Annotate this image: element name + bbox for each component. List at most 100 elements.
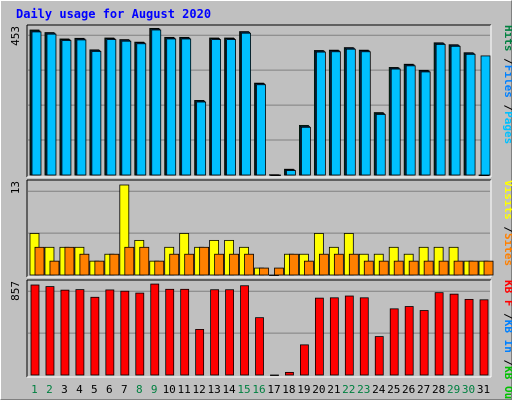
bar-kb-f-day-21 — [329, 297, 339, 376]
legend: Visits /Sites — [502, 180, 512, 266]
x-tick-label: 14 — [222, 383, 236, 396]
x-tick-label: 22 — [342, 383, 355, 396]
bar-sites-day-11 — [184, 253, 195, 276]
x-tick-label: 19 — [297, 383, 310, 396]
bar-kb-f-day-7 — [120, 290, 130, 376]
bar-kb-f-day-3 — [60, 289, 70, 376]
bar-kb-f-day-30 — [464, 298, 474, 376]
bar-kb-f-day-15 — [240, 285, 249, 376]
bar-kb-f-day-2 — [45, 286, 55, 376]
y-max-label: 453 — [9, 26, 22, 46]
bar-sites-day-22 — [348, 253, 359, 276]
y-max-label: 857 — [9, 281, 22, 301]
legend-item: Hits — [502, 25, 512, 58]
panel-visits-sites: 13 Visits /Sites — [9, 179, 512, 278]
bar-kb-f-day-14 — [225, 289, 234, 376]
bar-pages-day-8 — [136, 43, 147, 176]
bar-sites-day-8 — [139, 246, 150, 276]
legend-item: Visits — [502, 180, 512, 226]
bar-sites-day-30 — [468, 260, 479, 276]
x-tick-label: 18 — [282, 383, 295, 396]
bar-pages-day-31 — [480, 55, 491, 176]
legend-item: KB F — [502, 280, 512, 313]
x-tick-label: 24 — [372, 383, 386, 396]
bar-pages-day-29 — [450, 45, 461, 176]
bar-pages-day-17 — [271, 174, 281, 176]
x-tick-label: 12 — [193, 383, 206, 396]
x-tick-label: 9 — [151, 383, 158, 396]
bar-sites-day-27 — [423, 260, 434, 276]
x-tick-label: 3 — [61, 383, 68, 396]
bar-kb-f-day-10 — [165, 288, 175, 376]
bar-sites-day-6 — [109, 253, 120, 276]
bar-kb-f-day-26 — [404, 306, 414, 376]
legend-item: / — [502, 58, 512, 65]
bar-sites-day-23 — [363, 260, 374, 276]
bar-pages-day-6 — [106, 39, 117, 176]
bar-kb-f-day-11 — [180, 288, 190, 376]
bar-pages-day-28 — [435, 44, 446, 176]
bar-kb-f-day-20 — [314, 297, 324, 376]
legend-item: Pages — [502, 111, 512, 144]
x-tick-label: 28 — [432, 383, 445, 396]
bar-kb-f-day-25 — [389, 308, 399, 376]
legend-item: / — [502, 226, 512, 233]
bar-kb-f-day-13 — [210, 289, 220, 376]
bar-sites-day-25 — [393, 260, 404, 276]
bar-kb-f-day-17 — [270, 374, 279, 376]
legend: KB F /KB In /KB Out — [502, 280, 512, 400]
bar-pages-day-11 — [181, 38, 192, 176]
x-tick-label: 30 — [462, 383, 475, 396]
bar-sites-day-2 — [49, 260, 60, 276]
bar-sites-day-24 — [378, 260, 389, 276]
bar-pages-day-26 — [405, 65, 416, 176]
bar-sites-day-15 — [244, 253, 254, 276]
bar-sites-day-5 — [94, 260, 105, 276]
bar-kb-f-day-22 — [344, 295, 354, 376]
x-tick-label: 5 — [91, 383, 98, 396]
x-tick-label: 1 — [31, 383, 38, 396]
bar-pages-day-14 — [226, 39, 236, 176]
bar-sites-day-7 — [124, 246, 135, 276]
y-max-label: 13 — [9, 181, 22, 194]
bar-kb-f-day-31 — [479, 299, 489, 376]
x-tick-label: 15 — [237, 383, 250, 396]
legend-item: / — [502, 313, 512, 320]
bar-kb-f-day-4 — [75, 289, 85, 376]
bar-pages-day-18 — [286, 170, 296, 176]
x-tick-label: 2 — [46, 383, 53, 396]
bar-pages-day-5 — [91, 51, 102, 176]
bar-kb-f-day-29 — [449, 293, 459, 376]
x-tick-label: 31 — [477, 383, 490, 396]
bar-sites-day-12 — [199, 246, 210, 276]
bar-kb-f-day-23 — [359, 297, 369, 376]
bar-sites-day-3 — [64, 246, 75, 276]
legend-item: Files — [502, 65, 512, 105]
bar-kb-f-day-16 — [255, 317, 264, 376]
x-tick-label: 16 — [252, 383, 265, 396]
bar-sites-day-1 — [34, 246, 45, 276]
x-tick-label: 21 — [327, 383, 340, 396]
x-tick-label: 23 — [357, 383, 370, 396]
x-tick-label: 10 — [163, 383, 176, 396]
chart-title: Daily usage for August 2020 — [16, 7, 212, 21]
bar-kb-f-day-9 — [150, 283, 160, 376]
legend-item: KB Out — [502, 366, 512, 400]
bar-pages-day-20 — [315, 51, 326, 176]
bar-pages-day-16 — [256, 84, 266, 176]
bar-sites-day-29 — [453, 260, 464, 276]
bar-pages-day-7 — [121, 40, 132, 176]
bar-pages-day-3 — [61, 40, 72, 176]
bar-pages-day-1 — [31, 31, 42, 176]
bar-pages-day-25 — [390, 68, 401, 176]
x-tick-label: 17 — [267, 383, 280, 396]
bar-kb-f-day-27 — [419, 310, 429, 376]
legend-item: Sites — [502, 233, 512, 266]
x-tick-label: 25 — [387, 383, 400, 396]
legend: Hits /Files /Pages — [502, 25, 512, 144]
x-tick-label: 6 — [106, 383, 113, 396]
bar-pages-day-4 — [76, 39, 87, 176]
